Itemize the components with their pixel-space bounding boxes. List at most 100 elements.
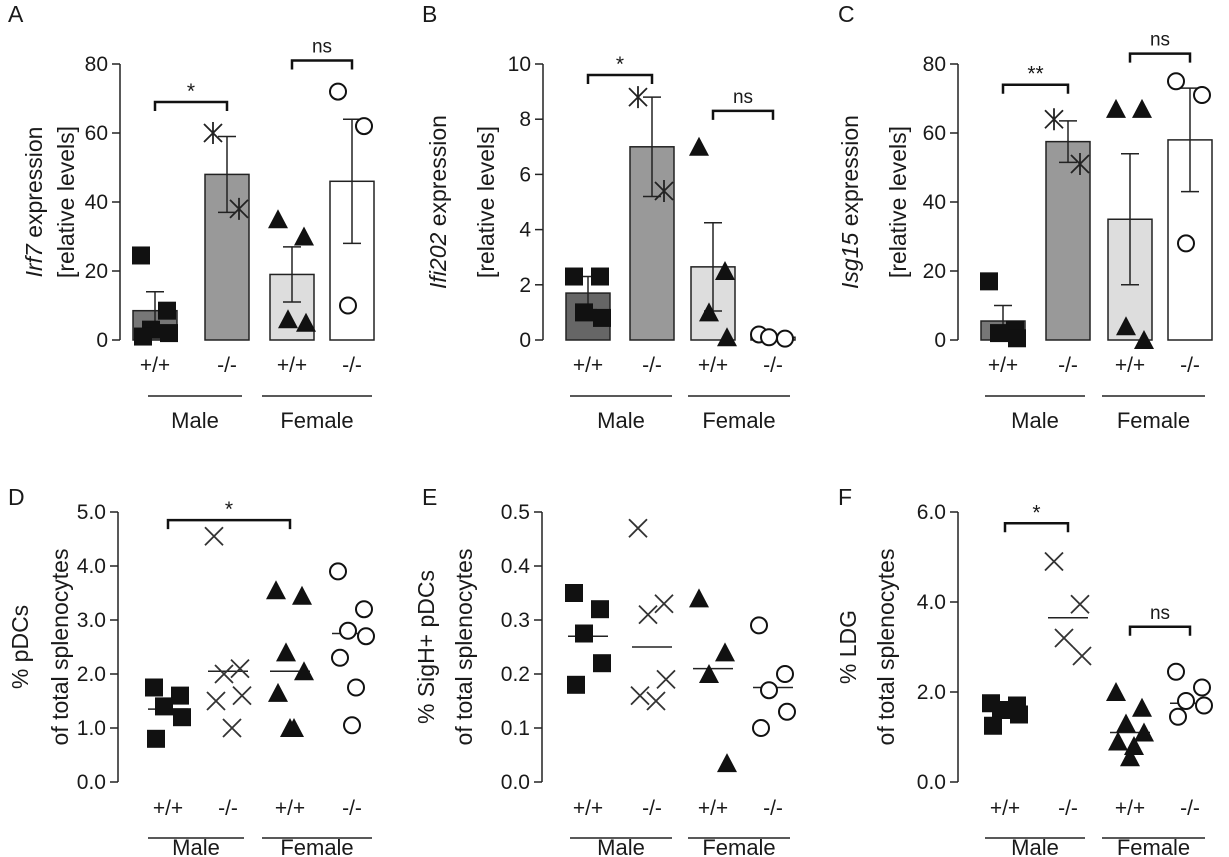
y-axis-label: % pDCs: [7, 605, 33, 689]
significance-bracket: [290, 59, 354, 70]
data-point: [206, 691, 226, 711]
x-category-label: +/+: [275, 797, 305, 820]
data-point: [1132, 697, 1152, 717]
data-point: [1008, 329, 1026, 348]
y-tick-label: 40: [923, 191, 946, 214]
data-point: [1167, 72, 1185, 91]
panel-letter: D: [8, 484, 25, 510]
group-label: Female: [702, 408, 775, 433]
y-tick-label: 4.0: [77, 555, 106, 578]
panel-letter: E: [422, 484, 437, 510]
y-tick-label: 1.0: [77, 717, 106, 740]
data-point: [339, 296, 357, 315]
y-axis-label: Irf7 expression: [21, 127, 47, 278]
y-tick-label: 2: [519, 274, 531, 297]
data-point: [276, 642, 296, 662]
x-category-label: +/+: [573, 354, 603, 377]
data-point: [268, 209, 288, 229]
significance-label: ns: [1150, 30, 1170, 51]
y-tick-label: 4: [519, 219, 531, 242]
data-point: [628, 86, 648, 109]
data-point: [776, 329, 794, 348]
x-category-label: +/+: [140, 354, 170, 377]
data-point: [1193, 86, 1211, 105]
data-point: [715, 261, 735, 280]
x-category-label: -/-: [1058, 797, 1078, 820]
y-tick-label: 0.0: [501, 771, 530, 794]
y-axis-label-gene: Irf7: [21, 243, 47, 277]
data-point: [1116, 713, 1136, 733]
data-point: [294, 226, 314, 246]
x-category-label: -/-: [763, 354, 783, 377]
y-tick-label: 80: [923, 53, 946, 76]
data-point: [699, 302, 719, 322]
data-point: [331, 648, 349, 667]
data-point: [214, 664, 234, 684]
x-category-label: +/+: [1115, 354, 1145, 377]
y-tick-label: 60: [923, 122, 946, 145]
data-point: [760, 328, 778, 347]
data-point: [204, 526, 224, 546]
group-label: Female: [1117, 408, 1190, 433]
panel-letter: C: [838, 1, 855, 27]
panel-d: D 0.0 1.0 2.0 3.0 4.0 5.0 % pDCs of total spleno…: [7, 484, 375, 857]
data-point: [628, 518, 648, 538]
y-tick-label: 60: [85, 122, 108, 145]
data-point: [715, 642, 735, 662]
y-axis-label-line2: of total splenocytes: [451, 549, 477, 746]
significance-bracket: [1128, 52, 1192, 63]
y-axis-label-line2: of total splenocytes: [47, 549, 73, 746]
data-point: [1193, 678, 1211, 697]
data-point: [1116, 316, 1136, 336]
data-point: [575, 303, 593, 322]
x-category-label: +/+: [277, 354, 307, 377]
y-tick-label: 2.0: [917, 681, 946, 704]
data-point: [355, 117, 373, 136]
bar: [1045, 140, 1091, 341]
data-point: [134, 327, 152, 346]
data-point: [160, 324, 178, 343]
y-axis-label: % LDG: [835, 610, 861, 684]
data-point: [990, 324, 1008, 343]
x-category-label: -/-: [218, 797, 238, 820]
significance-label: **: [1027, 63, 1043, 86]
y-tick-label: 0: [519, 329, 531, 352]
data-point: [778, 702, 796, 721]
data-point: [280, 718, 300, 737]
data-point: [1106, 98, 1126, 118]
x-category-label: -/-: [1180, 797, 1200, 820]
panel-b: B 0 2 4 6 8 10 Ifi202 expression [relative level…: [422, 1, 796, 433]
significance-label: ns: [733, 87, 753, 108]
data-point: [357, 627, 375, 646]
y-tick-label: 20: [923, 260, 946, 283]
y-tick-label: 0.2: [501, 663, 530, 686]
data-point: [1169, 707, 1187, 726]
y-axis-label-line2: of total splenocytes: [873, 549, 899, 746]
y-tick-label: 6: [519, 163, 531, 186]
data-point: [230, 658, 250, 679]
data-point: [565, 267, 583, 286]
data-point: [591, 600, 609, 619]
x-category-label: -/-: [342, 797, 362, 820]
x-category-label: +/+: [698, 354, 728, 377]
group-label: Male: [1011, 835, 1059, 857]
data-point: [646, 691, 666, 711]
data-point: [222, 718, 242, 738]
y-axis-label-rest: expression: [21, 127, 47, 245]
data-point: [347, 678, 365, 697]
y-axis-label-line2: [relative levels]: [473, 126, 499, 278]
data-point: [292, 585, 312, 605]
data-point: [575, 624, 593, 643]
y-axis-label-line2: [relative levels]: [885, 126, 911, 278]
data-point: [296, 312, 316, 332]
data-point: [776, 665, 794, 683]
x-category-label: -/-: [1180, 354, 1200, 377]
y-tick-label: 0.0: [77, 771, 106, 794]
significance-bracket: [166, 518, 292, 530]
y-tick-label: 0.1: [501, 717, 530, 740]
data-point: [1044, 551, 1064, 572]
y-axis-label: Isg15 expression: [837, 115, 863, 289]
y-tick-label: 0.4: [501, 555, 531, 578]
data-point: [268, 682, 288, 702]
